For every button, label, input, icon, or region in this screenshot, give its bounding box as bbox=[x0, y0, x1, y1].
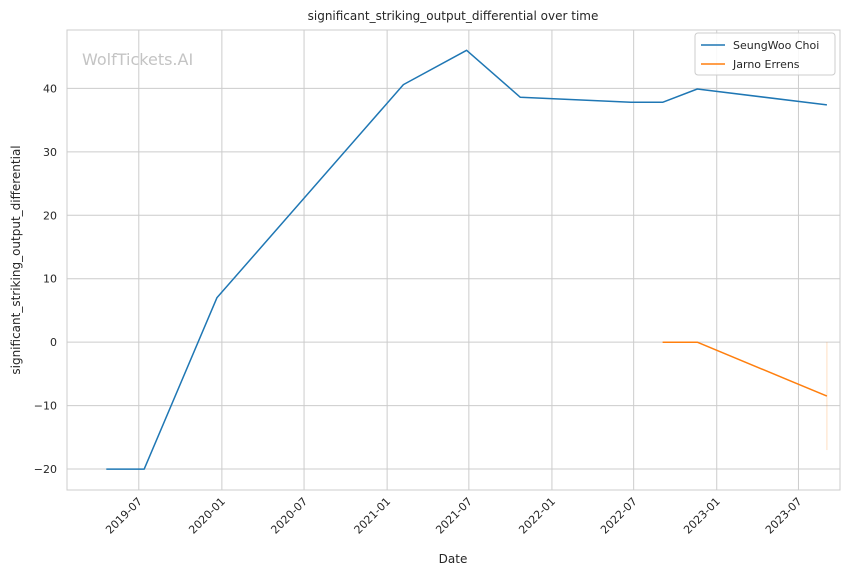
legend-label-jarno-errens: Jarno Errens bbox=[732, 58, 800, 71]
y-tick-label: 10 bbox=[43, 273, 57, 286]
legend: SeungWoo Choi Jarno Errens bbox=[694, 32, 836, 76]
plot-area bbox=[66, 29, 841, 491]
y-tick-label: −10 bbox=[34, 400, 57, 413]
y-axis-tick-labels: −20 −10 0 10 20 30 40 bbox=[34, 82, 57, 476]
x-gridlines bbox=[138, 30, 799, 490]
y-tick-label: −20 bbox=[34, 463, 57, 476]
series-line-seungwoo-choi bbox=[106, 49, 827, 470]
y-tick-label: 40 bbox=[43, 82, 57, 95]
series-line-jarno-errens bbox=[662, 341, 828, 397]
legend-box bbox=[694, 32, 836, 76]
y-axis-title: significant_striking_output_differential bbox=[9, 145, 23, 374]
y-tick-label: 20 bbox=[43, 209, 57, 222]
chart-title: significant_striking_output_differential… bbox=[308, 9, 599, 23]
x-axis-title: Date bbox=[439, 552, 468, 566]
legend-label-seungwoo-choi: SeungWoo Choi bbox=[733, 39, 819, 52]
y-tick-label: 30 bbox=[43, 146, 57, 159]
y-tick-label: 0 bbox=[50, 336, 57, 349]
y-gridlines bbox=[67, 87, 840, 470]
series-layer bbox=[106, 49, 828, 470]
watermark-text: WolfTickets.AI bbox=[82, 50, 193, 69]
